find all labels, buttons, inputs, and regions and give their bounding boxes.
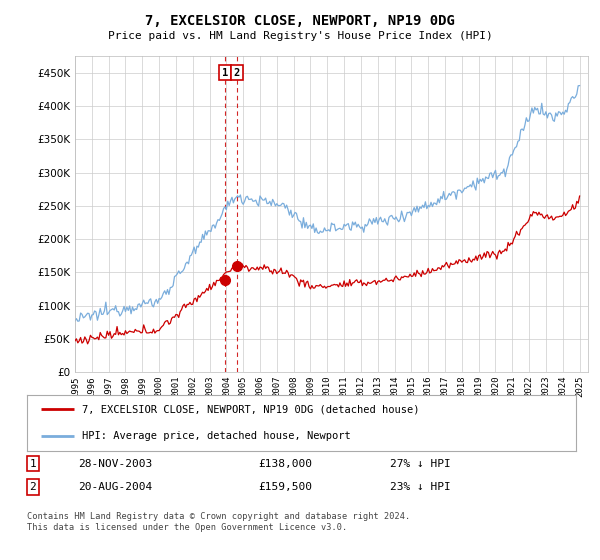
Text: HPI: Average price, detached house, Newport: HPI: Average price, detached house, Newp… <box>82 431 350 441</box>
Text: 7, EXCELSIOR CLOSE, NEWPORT, NP19 0DG (detached house): 7, EXCELSIOR CLOSE, NEWPORT, NP19 0DG (d… <box>82 404 419 414</box>
Text: 7, EXCELSIOR CLOSE, NEWPORT, NP19 0DG: 7, EXCELSIOR CLOSE, NEWPORT, NP19 0DG <box>145 14 455 28</box>
Text: 2: 2 <box>29 482 37 492</box>
Text: 1: 1 <box>29 459 37 469</box>
Text: 20-AUG-2004: 20-AUG-2004 <box>78 482 152 492</box>
Text: 23% ↓ HPI: 23% ↓ HPI <box>390 482 451 492</box>
Text: 2: 2 <box>234 68 240 78</box>
Text: 27% ↓ HPI: 27% ↓ HPI <box>390 459 451 469</box>
Text: 1: 1 <box>222 68 228 78</box>
Text: £138,000: £138,000 <box>258 459 312 469</box>
Text: Price paid vs. HM Land Registry's House Price Index (HPI): Price paid vs. HM Land Registry's House … <box>107 31 493 41</box>
Text: £159,500: £159,500 <box>258 482 312 492</box>
Text: 28-NOV-2003: 28-NOV-2003 <box>78 459 152 469</box>
Text: Contains HM Land Registry data © Crown copyright and database right 2024.
This d: Contains HM Land Registry data © Crown c… <box>27 512 410 532</box>
